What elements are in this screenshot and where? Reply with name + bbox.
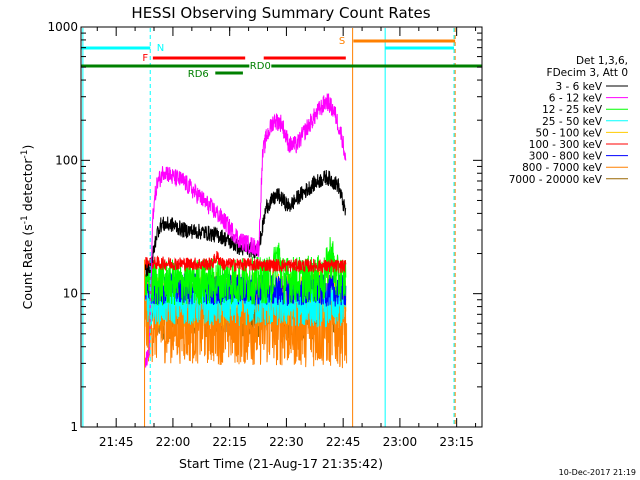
- x-tick-label: 22:30: [269, 435, 304, 449]
- legend-entry-label: 6 - 12 keV: [549, 93, 603, 105]
- legend-entry-label: 12 - 25 keV: [542, 104, 603, 116]
- generation-timestamp: 10-Dec-2017 21:19: [559, 468, 636, 477]
- legend-entry-label: 800 - 7000 keV: [522, 162, 603, 174]
- legend-header-line: FDecim 3, Att 0: [547, 67, 628, 79]
- x-tick-label: 22:00: [156, 435, 191, 449]
- x-axis-label: Start Time (21-Aug-17 21:35:42): [179, 456, 383, 471]
- y-axis-label: Count Rate (s-1 detector-1): [20, 145, 35, 310]
- flag-label-bg: [249, 60, 272, 70]
- instrument-flags: N S F RD0 RD6: [81, 28, 482, 427]
- flag-label-f: F: [142, 53, 148, 64]
- series-line-100-300-kev: [144, 250, 347, 274]
- flag-label-s: S: [339, 36, 345, 47]
- legend-entry-label: 300 - 800 keV: [529, 151, 603, 163]
- x-tick-label: 21:45: [99, 435, 134, 449]
- legend-entry-label: 3 - 6 keV: [555, 81, 602, 93]
- legend-entry-label: 25 - 50 keV: [542, 116, 603, 128]
- x-tick-label: 23:00: [383, 435, 418, 449]
- legend-header-line: Det 1,3,6,: [576, 55, 628, 67]
- flag-label-n: N: [157, 43, 164, 54]
- y-tick-label: 1: [70, 420, 78, 434]
- chart-title: HESSI Observing Summary Count Rates: [131, 4, 430, 22]
- x-tick-label: 22:45: [326, 435, 361, 449]
- y-tick-label: 10: [63, 287, 78, 301]
- axes: 1 10 100 1000 21:45 22:00 22:15 22:30 22:45 23:00…: [47, 20, 482, 449]
- plot-frame: [80, 26, 483, 428]
- legend-entry-label: 7000 - 20000 keV: [509, 174, 603, 186]
- legend-entry-label: 100 - 300 keV: [529, 139, 603, 151]
- series-line-800-7000-kev: [144, 283, 347, 369]
- series-line-6-12-kev: [144, 93, 347, 368]
- flag-label-rd6: RD6: [188, 69, 209, 80]
- y-tick-label: 1000: [47, 20, 78, 34]
- x-tick-label: 23:15: [439, 435, 474, 449]
- legend-entry-label: 50 - 100 keV: [535, 127, 602, 139]
- flag-label-rd0: RD0: [250, 61, 271, 72]
- y-tick-label: 100: [55, 153, 78, 167]
- series-line-25-50-kev: [144, 281, 347, 328]
- series-line-12-25-kev: [144, 237, 347, 307]
- plot-layer: [144, 93, 348, 427]
- x-tick-label: 22:15: [212, 435, 247, 449]
